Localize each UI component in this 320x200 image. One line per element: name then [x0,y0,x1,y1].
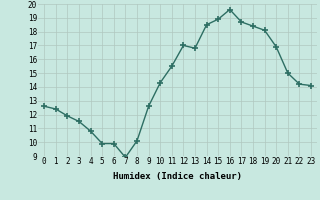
X-axis label: Humidex (Indice chaleur): Humidex (Indice chaleur) [113,172,242,181]
